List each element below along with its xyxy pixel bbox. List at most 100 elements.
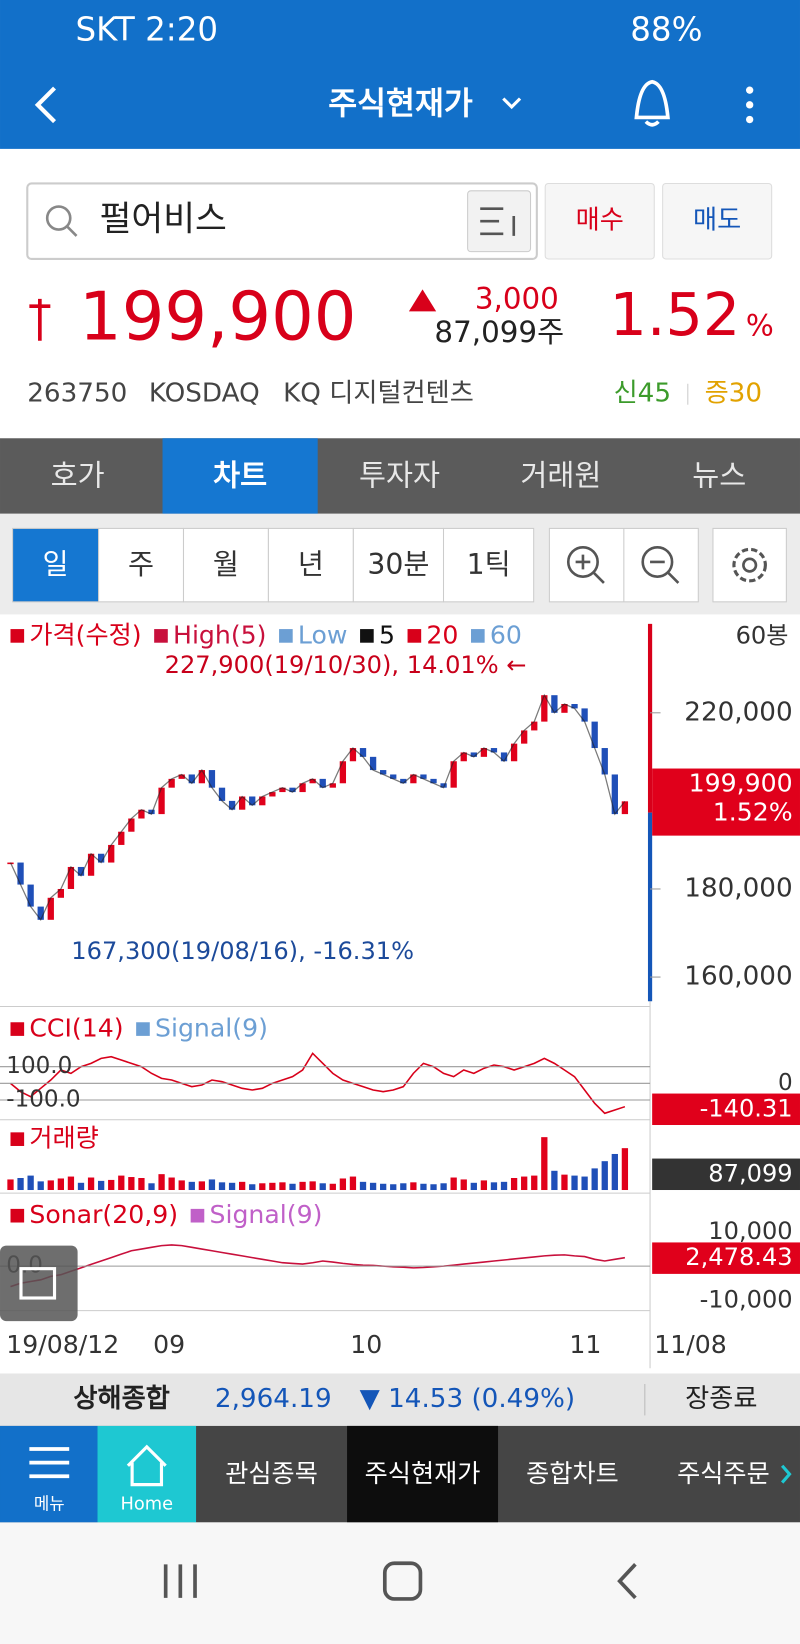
legend-swatch (10, 1208, 25, 1223)
volume-bar (67, 1176, 75, 1191)
cci-line (9, 1052, 626, 1115)
tab[interactable]: 거래원 (520, 459, 601, 493)
period-button[interactable] (352, 527, 445, 603)
recent-apps[interactable] (163, 1564, 197, 1598)
candle (349, 748, 357, 762)
candle (450, 761, 457, 788)
index-name: 상해종합 (73, 1384, 169, 1414)
volume-bar (289, 1183, 296, 1191)
volume-bar (450, 1177, 457, 1191)
nav-item[interactable]: 종합차트 (526, 1459, 619, 1488)
nav-more[interactable] (780, 1464, 792, 1484)
legend-swatch (279, 629, 293, 643)
candle (531, 721, 538, 731)
candle (470, 752, 477, 757)
y-tick-label: -100.0 (6, 1086, 80, 1112)
up-arrow (408, 289, 437, 312)
candle (521, 730, 528, 744)
candle (309, 778, 316, 784)
rotate-button[interactable] (0, 1245, 78, 1322)
home-key[interactable] (382, 1561, 423, 1601)
zoom-in[interactable] (566, 545, 605, 584)
tab[interactable]: 차트 (213, 459, 267, 493)
legend-label: 거래량 (29, 1124, 98, 1153)
volume-bar (621, 1148, 629, 1191)
volume-bar (259, 1183, 266, 1191)
search-icon (45, 205, 72, 231)
candle (329, 783, 336, 788)
settings-button[interactable] (712, 527, 787, 603)
period-label: 월 (213, 548, 239, 581)
sell-label: 매도 (693, 206, 741, 236)
volume-bar (299, 1181, 306, 1191)
x-tick-label: 10 (350, 1330, 382, 1359)
candle (490, 748, 498, 753)
tab[interactable]: 투자자 (359, 459, 440, 493)
zoom-out[interactable] (641, 545, 680, 584)
volume-bar (198, 1181, 206, 1191)
bell-button[interactable] (634, 79, 670, 127)
sector: KQ 디지털컨텐츠 (283, 379, 474, 409)
tab[interactable]: 호가 (51, 459, 105, 493)
index-value: 2,964.19 (215, 1384, 332, 1414)
period-button[interactable] (267, 527, 354, 603)
candle (148, 809, 155, 815)
nav-item[interactable]: 주식주문 (677, 1459, 770, 1488)
tab[interactable]: 뉴스 (692, 459, 746, 493)
period-button[interactable] (98, 527, 185, 603)
more-button[interactable] (745, 86, 754, 124)
legend-label: 가격(수정) (29, 620, 141, 649)
back-key[interactable] (617, 1563, 637, 1600)
current-rate-label: 1.52% (713, 798, 793, 827)
stock-code: 263750 (27, 379, 127, 409)
candle (369, 756, 377, 771)
cci-last-box (652, 1093, 800, 1126)
volume-bar (97, 1180, 105, 1191)
candle (611, 774, 618, 815)
cci-last: -140.31 (700, 1094, 793, 1122)
volume-bar (460, 1179, 467, 1191)
sell-button[interactable] (662, 182, 773, 260)
price-change: 3,000 (475, 281, 559, 315)
sonar-last-box (652, 1242, 800, 1274)
volume-bar (551, 1170, 558, 1191)
nav-item[interactable]: 관심종목 (225, 1459, 318, 1488)
nav-item[interactable]: 주식현재가 (365, 1459, 481, 1488)
menu-button[interactable] (0, 1425, 98, 1523)
legend-swatch (136, 1022, 150, 1036)
header-title[interactable]: 주식현재가 (328, 86, 473, 122)
active-tab (162, 438, 318, 514)
header-bg (0, 0, 800, 149)
volume-bar (118, 1175, 125, 1191)
candle (128, 818, 135, 832)
candle (430, 778, 437, 784)
candle (400, 778, 407, 784)
legend-label: Low (298, 620, 348, 649)
search-box[interactable] (26, 182, 538, 261)
volume-bar (37, 1181, 44, 1191)
system-nav (0, 1522, 800, 1644)
volume-bar (410, 1182, 417, 1191)
buy-button[interactable] (544, 182, 655, 260)
volume-bar (430, 1184, 437, 1191)
search-query[interactable]: 펄어비스 (100, 200, 227, 240)
candle (581, 708, 588, 722)
candle (198, 770, 206, 784)
volume-bar (309, 1181, 316, 1191)
back-button[interactable] (34, 86, 57, 124)
volume-bar (228, 1182, 236, 1191)
candle (27, 884, 34, 907)
candle (158, 787, 165, 815)
period-button[interactable] (12, 527, 100, 603)
period-button[interactable] (442, 527, 535, 603)
volume-last: 87,099 (708, 1159, 792, 1187)
volume-bar (138, 1177, 145, 1191)
volume-bar (269, 1182, 276, 1191)
title-dropdown[interactable] (502, 97, 522, 110)
volume-bar (188, 1181, 195, 1191)
candle (87, 853, 95, 876)
home-button[interactable] (97, 1425, 197, 1523)
volume-bar (380, 1183, 387, 1191)
y-tick-label: 100.0 (6, 1053, 72, 1079)
